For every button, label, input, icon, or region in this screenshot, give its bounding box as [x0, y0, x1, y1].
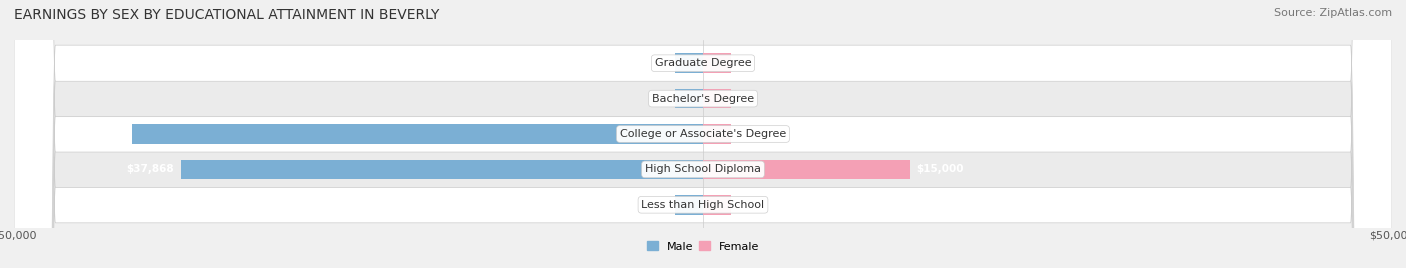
Text: $0: $0: [738, 58, 752, 68]
Text: Less than High School: Less than High School: [641, 200, 765, 210]
Text: High School Diploma: High School Diploma: [645, 164, 761, 174]
Bar: [132, 124, 703, 144]
FancyBboxPatch shape: [14, 0, 1392, 268]
FancyBboxPatch shape: [14, 0, 1392, 268]
Text: College or Associate's Degree: College or Associate's Degree: [620, 129, 786, 139]
Bar: [703, 89, 731, 108]
FancyBboxPatch shape: [14, 0, 1392, 268]
Bar: [675, 54, 703, 73]
Bar: [703, 160, 910, 179]
Bar: [181, 160, 703, 179]
Bar: [675, 195, 703, 214]
Bar: [675, 89, 703, 108]
Bar: [703, 54, 731, 73]
Text: $0: $0: [738, 200, 752, 210]
Legend: Male, Female: Male, Female: [643, 237, 763, 256]
Bar: [703, 124, 731, 144]
Text: Bachelor's Degree: Bachelor's Degree: [652, 94, 754, 104]
Text: Source: ZipAtlas.com: Source: ZipAtlas.com: [1274, 8, 1392, 18]
Text: $0: $0: [654, 200, 669, 210]
Text: $0: $0: [738, 129, 752, 139]
Text: Graduate Degree: Graduate Degree: [655, 58, 751, 68]
FancyBboxPatch shape: [14, 0, 1392, 268]
Text: $0: $0: [738, 94, 752, 104]
Bar: [703, 195, 731, 214]
Text: $41,458: $41,458: [77, 129, 125, 139]
Text: $0: $0: [654, 94, 669, 104]
Text: EARNINGS BY SEX BY EDUCATIONAL ATTAINMENT IN BEVERLY: EARNINGS BY SEX BY EDUCATIONAL ATTAINMEN…: [14, 8, 440, 22]
Text: $37,868: $37,868: [127, 164, 174, 174]
Text: $15,000: $15,000: [917, 164, 965, 174]
FancyBboxPatch shape: [14, 0, 1392, 268]
Text: $0: $0: [654, 58, 669, 68]
